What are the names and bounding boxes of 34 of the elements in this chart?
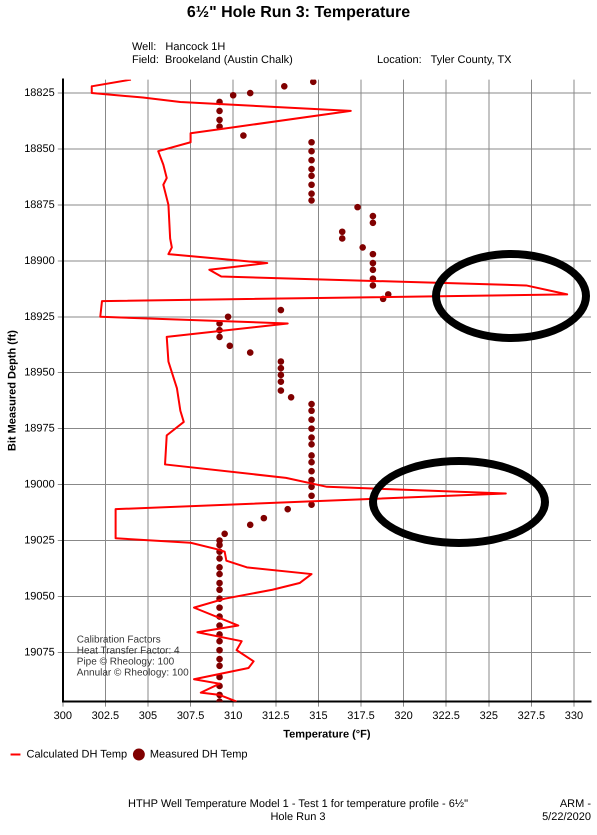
y-tick-label: 18850 xyxy=(24,142,55,155)
text: HTHP Well Temperature Model 1 - Test 1 for temperature profile - 6½" Hole Run 3 xyxy=(128,798,468,824)
x-tick-label: 327.5 xyxy=(518,710,546,722)
text: ARM - 5/22/2020 xyxy=(541,798,591,824)
x-tick-label: 317.5 xyxy=(347,710,375,722)
x-tick-label: 310 xyxy=(224,710,242,722)
y-tick-label: 18900 xyxy=(24,254,55,267)
x-tick-label: 330 xyxy=(564,710,584,722)
x-tick-label: 302.5 xyxy=(92,710,120,722)
y-tick-label: 18950 xyxy=(24,366,55,379)
x-tick-label: 305 xyxy=(138,710,158,722)
x-tick-label: 300 xyxy=(54,710,72,722)
x-tick-label: 320 xyxy=(394,710,413,722)
x-tick-label: 325 xyxy=(480,710,498,722)
y-tick-label: 18875 xyxy=(24,198,55,211)
text: Location: Tyler County, TX xyxy=(377,54,512,67)
y-tick-label: 18925 xyxy=(24,310,55,323)
y-tick-label: 19000 xyxy=(24,478,55,491)
x-axis-title: Temperature (°F) xyxy=(283,728,371,740)
text: Field: Brookeland (Austin Chalk) xyxy=(132,54,293,67)
x-tick-label: 315 xyxy=(309,710,328,722)
y-axis-title: Bit Measured Depth (ft) xyxy=(6,330,19,452)
y-tick-label: 19075 xyxy=(24,646,55,658)
legend-label: Measured DH Temp xyxy=(150,748,248,761)
y-tick-label: 18825 xyxy=(24,87,55,100)
text: Well: Hancock 1H xyxy=(132,41,226,54)
y-tick-label: 18975 xyxy=(24,422,55,435)
legend-label: Calculated DH Temp xyxy=(26,748,128,761)
chart-title: 6½" Hole Run 3: Temperature xyxy=(186,4,412,22)
y-tick-label: 19025 xyxy=(24,534,55,547)
x-tick-label: 307.5 xyxy=(176,710,204,722)
y-tick-label: 19050 xyxy=(24,590,55,602)
x-tick-label: 322.5 xyxy=(432,710,460,722)
x-tick-label: 312.5 xyxy=(262,710,290,722)
